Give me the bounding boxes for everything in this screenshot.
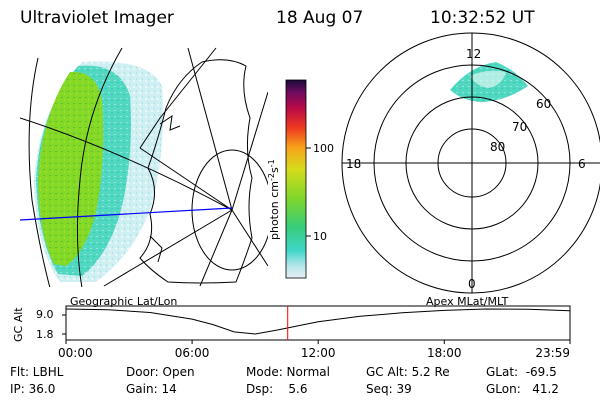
lat-label-80: 80 bbox=[490, 140, 505, 154]
mlt-label-12: 12 bbox=[466, 47, 481, 61]
altitude-timeline: 00:00 06:00 12:00 18:00 23:59 GC Alt 9.0 1.8 bbox=[12, 305, 571, 360]
info-ip: IP: 36.0 bbox=[10, 382, 55, 396]
timeline-xtick-label: 23:59 bbox=[535, 346, 570, 360]
meridian bbox=[231, 91, 268, 211]
info-door: Door: Open bbox=[126, 365, 195, 379]
altitude-series-line bbox=[65, 308, 570, 335]
lat-label-70: 70 bbox=[512, 120, 527, 134]
colorbar-label: photon cm-2s-1 bbox=[267, 159, 281, 240]
geomagnetic-line bbox=[20, 207, 233, 221]
info-flt: Flt: LBHL bbox=[10, 365, 64, 379]
info-glat: GLat: -69.5 bbox=[486, 365, 557, 379]
timeline-ylabel: GC Alt bbox=[12, 307, 25, 342]
timeline-xtick-label: 06:00 bbox=[175, 346, 210, 360]
colorbar: 100 10 photon cm-2s-1 bbox=[267, 79, 334, 279]
colorbar-tick-10: 10 bbox=[313, 230, 327, 243]
timeline-frame bbox=[65, 305, 571, 341]
meridian bbox=[199, 209, 233, 287]
coast-detail bbox=[149, 114, 181, 263]
lat-line bbox=[20, 117, 233, 211]
timeline-xtick-label: 00:00 bbox=[58, 346, 93, 360]
image-date: 18 Aug 07 bbox=[276, 8, 364, 28]
info-gain: Gain: 14 bbox=[126, 382, 177, 396]
geo-panel-label: Geographic Lat/Lon bbox=[70, 295, 177, 308]
app-title: Ultraviolet Imager bbox=[20, 8, 174, 28]
timeline-xtick-label: 12:00 bbox=[301, 346, 336, 360]
image-time: 10:32:52 UT bbox=[430, 8, 535, 28]
polar-panel-label: Apex MLat/MLT bbox=[426, 295, 509, 308]
info-seq: Seq: 39 bbox=[366, 382, 412, 396]
lat-label-60: 60 bbox=[536, 97, 551, 111]
timeline-ytick-top: 9.0 bbox=[36, 308, 54, 321]
colorbar-tick-100: 100 bbox=[313, 142, 334, 155]
timeline-xticks: 00:00 06:00 12:00 18:00 23:59 bbox=[58, 340, 571, 360]
info-glon: GLon: 41.2 bbox=[486, 382, 559, 396]
coastline bbox=[139, 59, 253, 284]
instrument-info: Flt: LBHL IP: 36.0 Door: Open Gain: 14 M… bbox=[10, 365, 559, 396]
timeline-ytick-bottom: 1.8 bbox=[36, 328, 54, 341]
info-gcalt: GC Alt: 5.2 Re bbox=[366, 365, 450, 379]
timeline-xtick-label: 18:00 bbox=[427, 346, 462, 360]
polar-mlt-plot: 12 18 6 0 60 70 80 bbox=[341, 32, 600, 294]
lon-line bbox=[139, 47, 217, 149]
geo-map-panel bbox=[20, 47, 268, 287]
info-mode: Mode: Normal bbox=[246, 365, 330, 379]
meridian bbox=[231, 209, 268, 267]
lon-line bbox=[76, 47, 123, 287]
meridian bbox=[187, 47, 233, 211]
mlt-label-6: 6 bbox=[578, 157, 586, 171]
meridian bbox=[103, 209, 233, 287]
lon-line bbox=[28, 57, 51, 287]
mlt-label-18: 18 bbox=[346, 157, 361, 171]
meridian bbox=[139, 147, 233, 211]
colorbar-scale bbox=[285, 79, 307, 279]
mlt-label-0: 0 bbox=[468, 277, 476, 291]
info-dsp: Dsp: 5.6 bbox=[246, 382, 308, 396]
